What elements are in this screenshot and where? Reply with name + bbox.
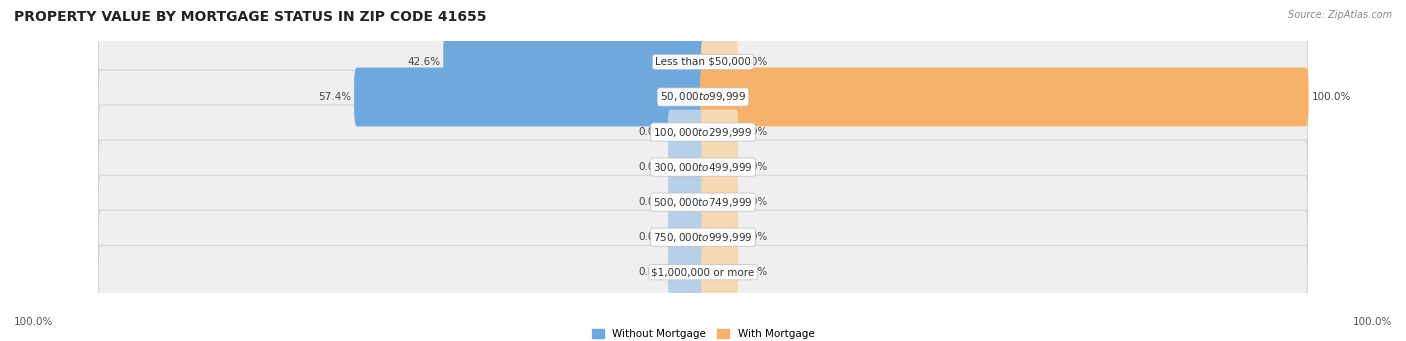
Text: 0.0%: 0.0%	[638, 197, 665, 207]
Text: $500,000 to $749,999: $500,000 to $749,999	[654, 196, 752, 209]
FancyBboxPatch shape	[702, 145, 738, 190]
FancyBboxPatch shape	[98, 140, 1308, 194]
Text: Less than $50,000: Less than $50,000	[655, 57, 751, 67]
FancyBboxPatch shape	[702, 180, 738, 225]
FancyBboxPatch shape	[668, 180, 704, 225]
FancyBboxPatch shape	[702, 250, 738, 295]
Text: 100.0%: 100.0%	[1312, 92, 1351, 102]
Text: $50,000 to $99,999: $50,000 to $99,999	[659, 90, 747, 104]
Text: $300,000 to $499,999: $300,000 to $499,999	[654, 161, 752, 174]
FancyBboxPatch shape	[702, 215, 738, 260]
Text: $100,000 to $299,999: $100,000 to $299,999	[654, 125, 752, 138]
FancyBboxPatch shape	[98, 70, 1308, 124]
Text: 0.0%: 0.0%	[741, 127, 768, 137]
Text: PROPERTY VALUE BY MORTGAGE STATUS IN ZIP CODE 41655: PROPERTY VALUE BY MORTGAGE STATUS IN ZIP…	[14, 10, 486, 24]
FancyBboxPatch shape	[668, 215, 704, 260]
Text: $750,000 to $999,999: $750,000 to $999,999	[654, 231, 752, 244]
Text: 0.0%: 0.0%	[638, 267, 665, 277]
Legend: Without Mortgage, With Mortgage: Without Mortgage, With Mortgage	[588, 325, 818, 341]
FancyBboxPatch shape	[668, 145, 704, 190]
Text: 57.4%: 57.4%	[318, 92, 352, 102]
FancyBboxPatch shape	[98, 245, 1308, 299]
Text: 0.0%: 0.0%	[638, 127, 665, 137]
FancyBboxPatch shape	[98, 105, 1308, 159]
Text: 0.0%: 0.0%	[741, 267, 768, 277]
Text: Source: ZipAtlas.com: Source: ZipAtlas.com	[1288, 10, 1392, 20]
FancyBboxPatch shape	[354, 68, 706, 127]
Text: 0.0%: 0.0%	[638, 162, 665, 172]
Text: 100.0%: 100.0%	[14, 317, 53, 327]
FancyBboxPatch shape	[98, 210, 1308, 264]
Text: 42.6%: 42.6%	[408, 57, 440, 67]
Text: 0.0%: 0.0%	[741, 232, 768, 242]
Text: 0.0%: 0.0%	[741, 197, 768, 207]
FancyBboxPatch shape	[668, 250, 704, 295]
Text: 0.0%: 0.0%	[638, 232, 665, 242]
FancyBboxPatch shape	[98, 175, 1308, 229]
FancyBboxPatch shape	[443, 32, 706, 91]
Text: 0.0%: 0.0%	[741, 162, 768, 172]
Text: 0.0%: 0.0%	[741, 57, 768, 67]
Text: $1,000,000 or more: $1,000,000 or more	[651, 267, 755, 277]
FancyBboxPatch shape	[702, 109, 738, 154]
FancyBboxPatch shape	[668, 109, 704, 154]
FancyBboxPatch shape	[700, 68, 1309, 127]
Text: 100.0%: 100.0%	[1353, 317, 1392, 327]
FancyBboxPatch shape	[702, 40, 738, 84]
FancyBboxPatch shape	[98, 35, 1308, 89]
